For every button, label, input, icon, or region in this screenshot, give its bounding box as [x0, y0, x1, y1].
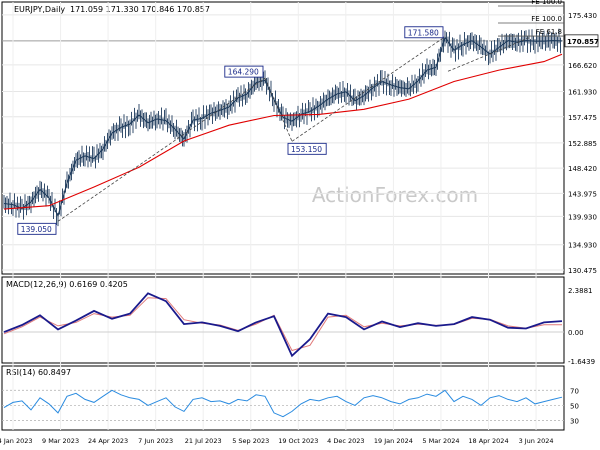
macd-tick-label: -1.6439 [568, 358, 595, 366]
fe-level-label: FE 100.0 [531, 0, 562, 6]
price-tick-label: 157.475 [568, 114, 597, 122]
x-tick-label: 5 Sep 2023 [232, 437, 269, 445]
price-label-box [404, 26, 444, 39]
wave-projection-line [264, 77, 293, 142]
watermark: ActionForex.com [312, 183, 478, 207]
x-tick-label: 24 Jan 2023 [0, 437, 32, 445]
price-tick-label: 148.420 [568, 165, 597, 173]
x-tick-label: 4 Dec 2023 [327, 437, 364, 445]
fe-level-label: FE 61.8 [536, 28, 562, 36]
price-label-box [17, 222, 57, 235]
rsi-layer [2, 389, 564, 421]
rsi-line [3, 389, 563, 418]
x-tick-label: 24 Apr 2023 [88, 437, 128, 445]
rsi-tick-label: 50 [570, 402, 579, 410]
price-layer [3, 28, 563, 227]
price-label-box [224, 65, 264, 78]
price-label: 164.290 [228, 68, 259, 77]
x-tick-label: 19 Jan 2024 [374, 437, 413, 445]
price-tick-label: 143.975 [568, 190, 597, 198]
price-tick-label: 130.475 [568, 267, 597, 275]
macd-tick-label: 2.3881 [568, 287, 593, 295]
rsi-title: RSI(14) 60.8497 [6, 368, 71, 377]
fe-level-label: FE 100.0 [531, 15, 562, 23]
x-tick-label: 5 Mar 2024 [422, 437, 459, 445]
macd-signal-line [3, 297, 562, 352]
price-label: 171.580 [408, 28, 439, 37]
rsi-tick-label: 30 [570, 417, 579, 425]
price-tick-label: 152.885 [568, 140, 597, 148]
price-ohlc: 171.059 171.330 170.846 170.857 [70, 5, 210, 14]
last-price-box [564, 34, 599, 48]
last-price-label: 170.857 [567, 38, 599, 46]
wave-projection-line [57, 77, 266, 222]
macd-panel [1, 276, 565, 364]
x-tick-label: 9 Mar 2023 [42, 437, 79, 445]
annotation-layer: FE 100.0 FE 100.0 FE 61.8 139.050 164.290 153… [17, 0, 564, 235]
grid-layer [2, 2, 564, 430]
rsi-panel [1, 365, 565, 431]
x-tick-label: 3 Jun 2024 [519, 437, 554, 445]
price-tick-label: 139.930 [568, 213, 597, 221]
price-panel [1, 1, 565, 275]
macd-title: MACD(12,26,9) 0.6169 0.4205 [6, 280, 128, 289]
x-tick-label: 21 Jul 2023 [185, 437, 222, 445]
price-tick-label: 175.430 [568, 12, 597, 20]
x-tick-label: 7 Jun 2023 [138, 437, 173, 445]
x-tick-label: 18 Apr 2024 [468, 437, 508, 445]
macd-tick-label: 0.00 [568, 329, 584, 337]
x-tick-label: 19 Oct 2023 [278, 437, 318, 445]
macd-line [3, 292, 563, 358]
wave-projection-line [291, 36, 446, 142]
price-label: 139.050 [21, 225, 52, 234]
moving-average-line [3, 53, 563, 210]
price-tick-label: 161.930 [568, 89, 597, 97]
price-title: EURJPY,Daily [14, 5, 65, 14]
price-tick-label: 166.620 [568, 62, 597, 70]
rsi-tick-label: 70 [570, 387, 579, 395]
price-tick-label: 134.930 [568, 242, 597, 250]
macd-layer [2, 292, 564, 358]
price-label: 153.150 [291, 145, 322, 154]
axis-layer: 175.430 166.620 161.930 157.475 152.885 148.4… [0, 12, 599, 445]
price-label-box [287, 142, 327, 155]
